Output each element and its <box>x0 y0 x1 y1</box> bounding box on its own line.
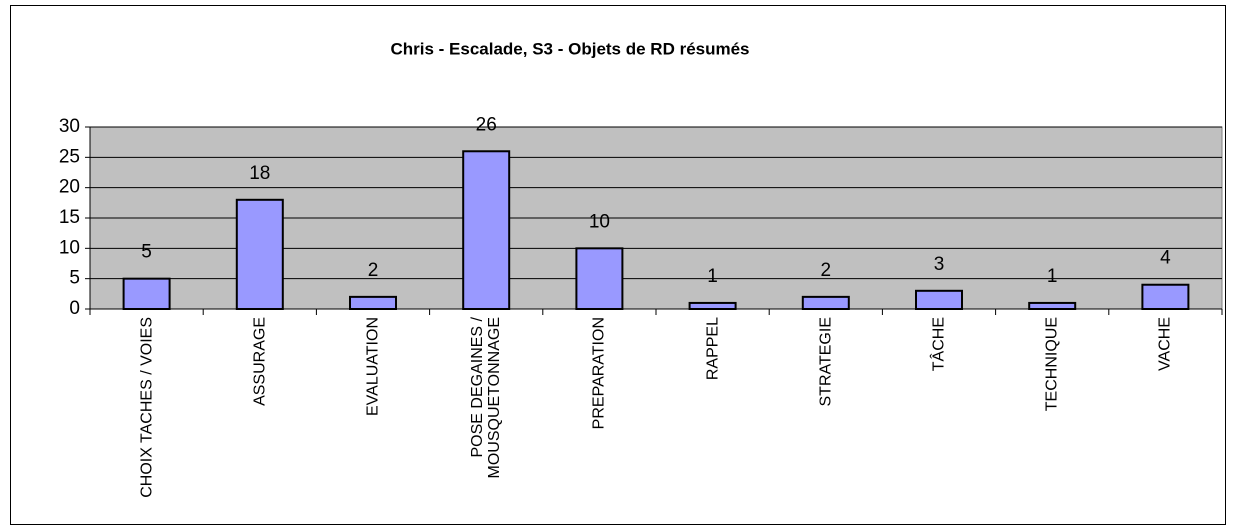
data-label: 10 <box>589 211 610 232</box>
data-label: 18 <box>249 163 270 184</box>
y-tick-label: 30 <box>59 116 80 137</box>
bar <box>122 277 171 310</box>
x-tick-label: POSE DEGAINES / MOUSQUETONNAGE <box>469 317 504 479</box>
bar <box>1141 283 1190 311</box>
bar <box>688 301 737 310</box>
y-tick-label: 0 <box>69 298 80 319</box>
bar <box>462 150 511 310</box>
bar <box>1028 301 1077 310</box>
bar <box>575 247 624 310</box>
y-tick-label: 10 <box>59 237 80 258</box>
x-tick-label: ASSURAGE <box>251 317 269 406</box>
x-tick-label: RAPPEL <box>704 317 722 381</box>
y-tick-label: 20 <box>59 177 80 198</box>
data-label: 2 <box>368 260 379 281</box>
bar <box>801 295 850 311</box>
x-tick-label: STRATEGIE <box>817 317 835 407</box>
y-tick-label: 25 <box>59 146 80 167</box>
y-tick-label: 15 <box>59 207 80 228</box>
data-label: 1 <box>1047 266 1058 287</box>
chart-title: Chris - Escalade, S3 - Objets de RD résu… <box>390 39 749 58</box>
x-tick-label: TÂCHE <box>930 317 948 372</box>
data-label: 1 <box>707 266 718 287</box>
bar <box>915 289 963 310</box>
bar <box>349 295 397 311</box>
bar <box>235 198 284 310</box>
x-tick-label: TECHNIQUE <box>1043 317 1061 412</box>
data-label: 26 <box>476 114 497 135</box>
x-tick-label: CHOIX TACHES / VOIES <box>138 317 156 498</box>
x-tick-label: EVALUATION <box>364 317 382 416</box>
data-label: 4 <box>1160 248 1171 269</box>
x-tick-label: PREPARATION <box>590 317 608 430</box>
y-tick-label: 5 <box>69 268 80 289</box>
data-label: 3 <box>934 254 945 275</box>
data-label: 2 <box>821 260 832 281</box>
data-label: 5 <box>141 242 152 263</box>
x-tick-label: VACHE <box>1156 317 1174 371</box>
